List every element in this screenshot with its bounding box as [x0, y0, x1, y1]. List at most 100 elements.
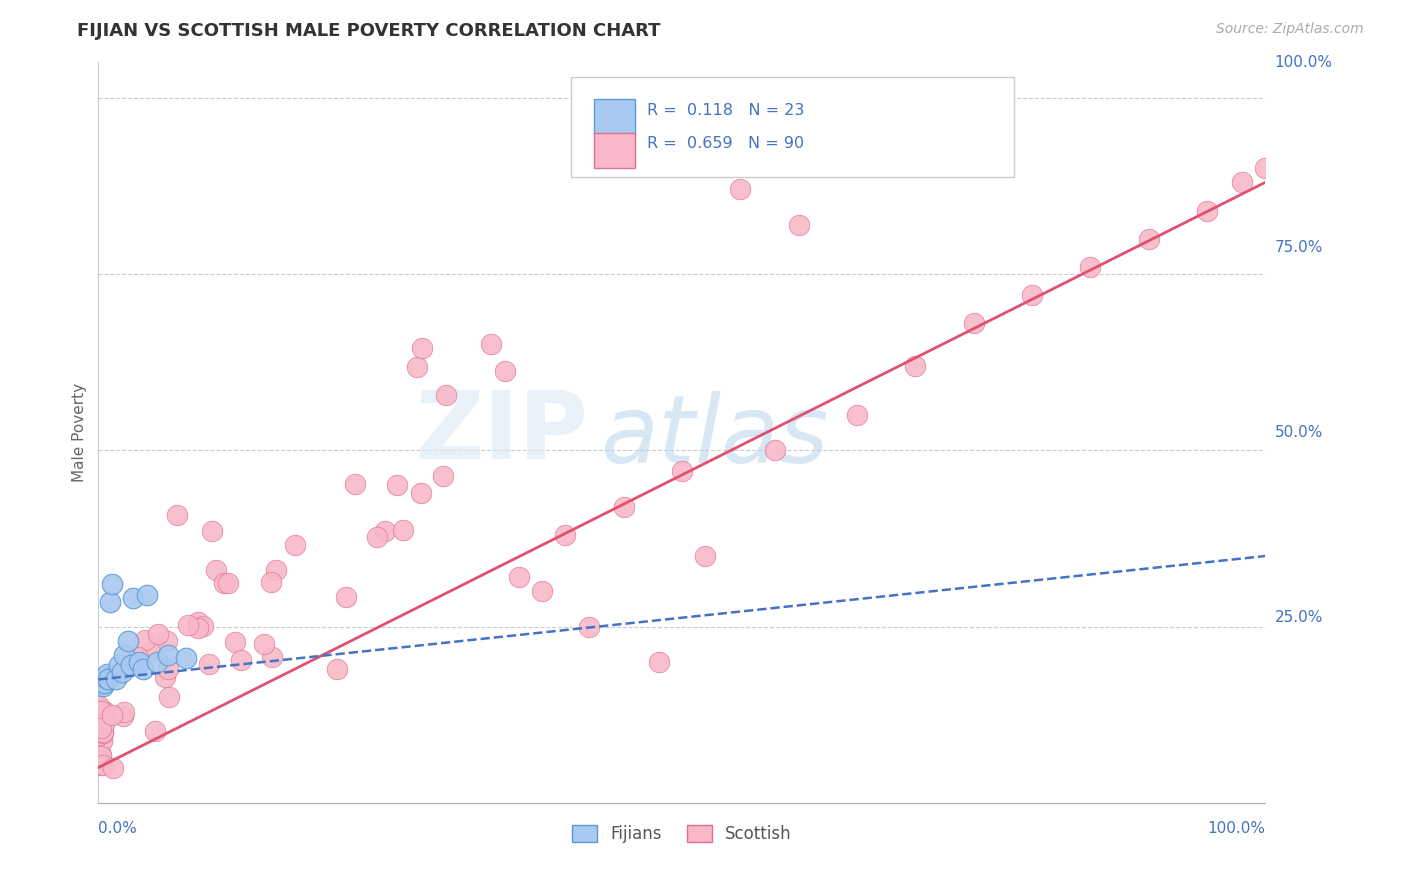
Point	[157, 648, 180, 662]
Point	[90, 677, 112, 691]
Point	[128, 655, 150, 669]
Point	[205, 563, 228, 577]
Point	[391, 523, 413, 537]
Point	[411, 341, 433, 355]
Point	[89, 723, 111, 738]
Point	[224, 635, 246, 649]
Point	[260, 575, 283, 590]
Point	[89, 673, 111, 687]
Point	[91, 725, 114, 739]
Text: 25.0%: 25.0%	[1275, 610, 1323, 625]
Point	[1080, 260, 1102, 274]
Point	[87, 728, 110, 742]
Point	[101, 577, 124, 591]
Point	[787, 218, 810, 232]
Text: 100.0%: 100.0%	[1275, 55, 1333, 70]
Point	[96, 667, 118, 681]
Point	[284, 538, 307, 552]
Point	[91, 724, 114, 739]
Point	[124, 655, 146, 669]
Point	[409, 486, 432, 500]
Point	[613, 500, 636, 514]
Point	[479, 337, 502, 351]
Text: 50.0%: 50.0%	[1275, 425, 1323, 440]
Point	[695, 549, 717, 563]
Point	[1195, 203, 1218, 218]
Point	[157, 662, 180, 676]
Point	[112, 648, 135, 662]
Point	[432, 469, 454, 483]
Point	[100, 707, 122, 722]
Point	[87, 699, 110, 714]
Point	[406, 360, 429, 375]
Point	[385, 478, 408, 492]
Point	[122, 591, 145, 606]
Point	[117, 633, 139, 648]
Point	[508, 570, 530, 584]
Point	[187, 615, 209, 629]
Point	[1021, 288, 1043, 302]
Text: Source: ZipAtlas.com: Source: ZipAtlas.com	[1216, 22, 1364, 37]
Point	[120, 658, 142, 673]
Point	[260, 649, 283, 664]
Point	[91, 680, 114, 694]
Point	[157, 690, 180, 704]
Point	[101, 760, 124, 774]
Text: 75.0%: 75.0%	[1275, 240, 1323, 255]
Point	[212, 575, 235, 590]
Point	[143, 724, 166, 739]
Point	[89, 751, 111, 765]
Point	[89, 754, 111, 768]
Point	[962, 316, 984, 330]
Point	[87, 754, 110, 768]
Text: R =  0.659   N = 90: R = 0.659 N = 90	[647, 136, 804, 152]
Point	[87, 720, 110, 734]
Text: FIJIAN VS SCOTTISH MALE POVERTY CORRELATION CHART: FIJIAN VS SCOTTISH MALE POVERTY CORRELAT…	[77, 22, 661, 40]
Y-axis label: Male Poverty: Male Poverty	[72, 383, 87, 483]
Point	[647, 655, 669, 669]
Text: 100.0%: 100.0%	[1208, 822, 1265, 837]
Point	[671, 464, 693, 478]
Point	[146, 655, 169, 669]
Bar	[595, 99, 636, 135]
Point	[89, 713, 111, 727]
Point	[335, 590, 357, 604]
Point	[253, 637, 276, 651]
Point	[90, 734, 112, 748]
Point	[366, 530, 388, 544]
Point	[91, 757, 114, 772]
Point	[153, 670, 176, 684]
Point	[264, 563, 287, 577]
Point	[1137, 232, 1160, 246]
Point	[132, 662, 155, 676]
Point	[112, 705, 135, 719]
Point	[343, 476, 366, 491]
Point	[193, 619, 215, 633]
Point	[1230, 175, 1253, 189]
Point	[229, 653, 252, 667]
Text: 0.0%: 0.0%	[98, 822, 138, 837]
Point	[90, 674, 112, 689]
Point	[90, 704, 112, 718]
Point	[156, 634, 179, 648]
Point	[554, 528, 576, 542]
Point	[89, 756, 111, 770]
Point	[127, 650, 149, 665]
Point	[90, 747, 112, 762]
Point	[730, 182, 752, 196]
Point	[94, 670, 117, 684]
Point	[578, 619, 600, 633]
Point	[136, 588, 159, 602]
Point	[93, 704, 115, 718]
Point	[111, 665, 134, 680]
Point	[134, 633, 156, 648]
Point	[436, 388, 458, 402]
Legend: Fijians, Scottish: Fijians, Scottish	[565, 819, 799, 850]
FancyBboxPatch shape	[571, 78, 1015, 178]
Point	[93, 716, 115, 731]
Point	[530, 584, 553, 599]
Point	[90, 721, 112, 735]
Point	[176, 617, 198, 632]
Point	[166, 508, 188, 522]
Point	[201, 524, 224, 538]
